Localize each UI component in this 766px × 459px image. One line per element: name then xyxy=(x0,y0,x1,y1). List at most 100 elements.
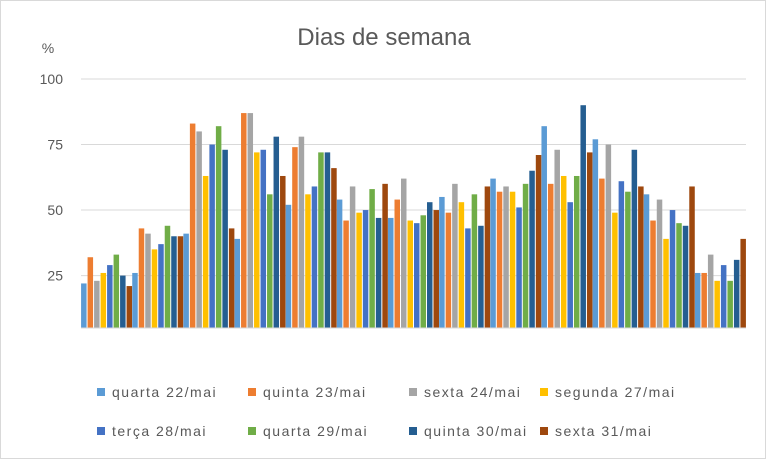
bar xyxy=(720,265,727,328)
bar xyxy=(362,210,369,328)
bar xyxy=(580,105,586,328)
legend-label: quarta 29/mai xyxy=(263,423,369,439)
legend-swatch xyxy=(540,388,548,396)
legend-label: sexta 31/mai xyxy=(555,423,653,439)
bar xyxy=(145,233,151,328)
bar xyxy=(420,215,426,328)
legend-swatch xyxy=(409,388,417,396)
bar xyxy=(388,217,394,328)
bar xyxy=(605,144,612,328)
bar xyxy=(618,181,625,328)
legend-label: quinta 23/mai xyxy=(263,384,367,400)
bar xyxy=(439,196,445,328)
bar xyxy=(663,238,669,328)
bar xyxy=(94,280,100,328)
bar xyxy=(669,210,676,328)
bar xyxy=(267,194,273,328)
bar xyxy=(247,113,254,328)
bar xyxy=(132,272,138,328)
bar xyxy=(452,183,458,328)
bar xyxy=(222,149,228,328)
bar xyxy=(87,257,94,328)
y-tick-label: 25 xyxy=(47,268,63,284)
bar xyxy=(478,225,484,328)
legend-label: quarta 22/mai xyxy=(112,384,218,400)
bar xyxy=(356,212,362,328)
bar xyxy=(554,149,560,328)
legend-item: sexta 24/mai xyxy=(409,382,521,402)
legend-label: terça 28/mai xyxy=(112,423,208,439)
bar xyxy=(273,136,280,328)
legend-label: segunda 27/mai xyxy=(555,384,676,400)
bar xyxy=(484,186,491,328)
bar xyxy=(522,183,529,328)
legend-item: quinta 23/mai xyxy=(248,382,367,402)
bar xyxy=(183,233,189,328)
bar xyxy=(215,126,222,328)
bar xyxy=(336,199,343,328)
bar xyxy=(676,223,682,328)
bar xyxy=(682,225,689,328)
bar xyxy=(369,189,375,328)
y-tick-label: 100 xyxy=(40,71,64,87)
bar xyxy=(433,210,439,328)
bar xyxy=(241,113,247,328)
bar xyxy=(414,223,420,328)
legend-swatch xyxy=(248,388,256,396)
bar xyxy=(375,217,382,328)
bar xyxy=(126,286,133,328)
bar xyxy=(292,147,298,328)
legend-label: quinta 30/mai xyxy=(424,423,528,439)
legend-swatch xyxy=(97,427,105,435)
bar xyxy=(113,254,120,328)
bar xyxy=(592,139,599,328)
legend-swatch xyxy=(97,388,105,396)
bar xyxy=(727,280,733,328)
bars xyxy=(81,105,746,328)
bar xyxy=(324,152,331,328)
bar xyxy=(733,259,740,328)
bar xyxy=(701,272,707,328)
bar xyxy=(120,275,126,328)
y-tick-label: 50 xyxy=(47,202,63,218)
bar xyxy=(138,228,145,328)
bar xyxy=(343,220,349,328)
bar xyxy=(209,144,215,328)
bar xyxy=(445,212,452,328)
bar xyxy=(650,220,656,328)
chart-plot: Dias de semana % 25507510010111213141516… xyxy=(40,24,746,329)
bar xyxy=(196,131,202,328)
bar xyxy=(407,220,413,328)
bar xyxy=(586,152,593,328)
bar xyxy=(490,178,496,328)
bar xyxy=(458,202,465,328)
legend-swatch xyxy=(409,427,417,435)
bar xyxy=(427,202,433,328)
bar xyxy=(285,204,292,328)
bar xyxy=(656,199,663,328)
chart-title: Dias de semana xyxy=(297,24,471,51)
bar xyxy=(471,194,478,328)
bar xyxy=(599,178,605,328)
bar xyxy=(465,228,471,328)
legend-item: quarta 22/mai xyxy=(97,382,217,402)
bar xyxy=(643,194,650,328)
bar xyxy=(625,191,631,328)
bar xyxy=(158,244,164,328)
legend-item: sexta 31/mai xyxy=(540,421,652,441)
bar xyxy=(349,186,356,328)
bar xyxy=(254,152,260,328)
bar xyxy=(547,183,554,328)
legend-item: terça 28/mai xyxy=(97,421,207,441)
bar xyxy=(171,236,177,328)
legend-item: segunda 27/mai xyxy=(540,382,676,402)
bar xyxy=(496,191,503,328)
bar xyxy=(234,238,241,328)
bar xyxy=(331,168,337,328)
bar xyxy=(177,236,184,328)
bar xyxy=(260,149,267,328)
bar xyxy=(189,123,196,328)
legend-item: quarta 29/mai xyxy=(248,421,368,441)
bar xyxy=(509,191,516,328)
